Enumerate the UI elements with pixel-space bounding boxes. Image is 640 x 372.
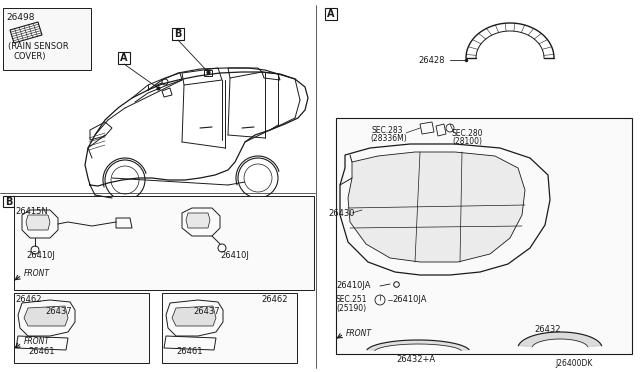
Bar xyxy=(3,8,91,70)
Text: A: A xyxy=(120,53,128,63)
Text: 26410JA: 26410JA xyxy=(392,295,426,305)
Text: B: B xyxy=(174,29,182,39)
Polygon shape xyxy=(24,306,68,326)
Text: B: B xyxy=(5,196,12,206)
Polygon shape xyxy=(367,340,469,350)
Bar xyxy=(336,118,632,354)
Text: 26432+A: 26432+A xyxy=(396,356,435,365)
Bar xyxy=(118,52,130,64)
Text: COVER): COVER) xyxy=(13,51,45,61)
Text: 26461: 26461 xyxy=(28,347,54,356)
Polygon shape xyxy=(518,332,602,347)
Polygon shape xyxy=(26,215,50,230)
Bar xyxy=(14,293,149,363)
Text: 26428: 26428 xyxy=(418,55,445,64)
Text: SEC.283: SEC.283 xyxy=(372,125,403,135)
Text: FRONT: FRONT xyxy=(24,269,50,279)
Text: 26410JA: 26410JA xyxy=(336,282,371,291)
Polygon shape xyxy=(348,152,525,262)
Bar xyxy=(172,28,184,40)
Text: 26462: 26462 xyxy=(262,295,288,304)
Text: 26461: 26461 xyxy=(176,347,202,356)
Text: SEC.251: SEC.251 xyxy=(336,295,367,305)
Text: 26437: 26437 xyxy=(193,308,220,317)
Text: 26415N: 26415N xyxy=(15,206,48,215)
Text: 26437: 26437 xyxy=(45,308,72,317)
Text: (25190): (25190) xyxy=(336,304,366,312)
Polygon shape xyxy=(172,306,216,326)
Text: 26410J: 26410J xyxy=(26,250,55,260)
Text: FRONT: FRONT xyxy=(346,328,372,337)
Bar xyxy=(162,293,297,363)
Text: A: A xyxy=(327,9,335,19)
Text: (RAIN SENSOR: (RAIN SENSOR xyxy=(8,42,68,51)
Text: (28100): (28100) xyxy=(452,137,482,145)
Text: 26498: 26498 xyxy=(6,13,35,22)
Text: (28336M): (28336M) xyxy=(370,134,407,142)
Bar xyxy=(14,196,314,290)
Text: SEC.280: SEC.280 xyxy=(452,128,483,138)
Text: 26410J: 26410J xyxy=(220,250,249,260)
Bar xyxy=(325,8,337,20)
Text: FRONT: FRONT xyxy=(24,337,50,346)
Text: 26462: 26462 xyxy=(15,295,42,304)
Text: 26430: 26430 xyxy=(328,208,355,218)
Text: J26400DK: J26400DK xyxy=(555,359,593,369)
Text: 26432: 26432 xyxy=(534,326,561,334)
Bar xyxy=(3,196,14,207)
Polygon shape xyxy=(186,213,210,228)
